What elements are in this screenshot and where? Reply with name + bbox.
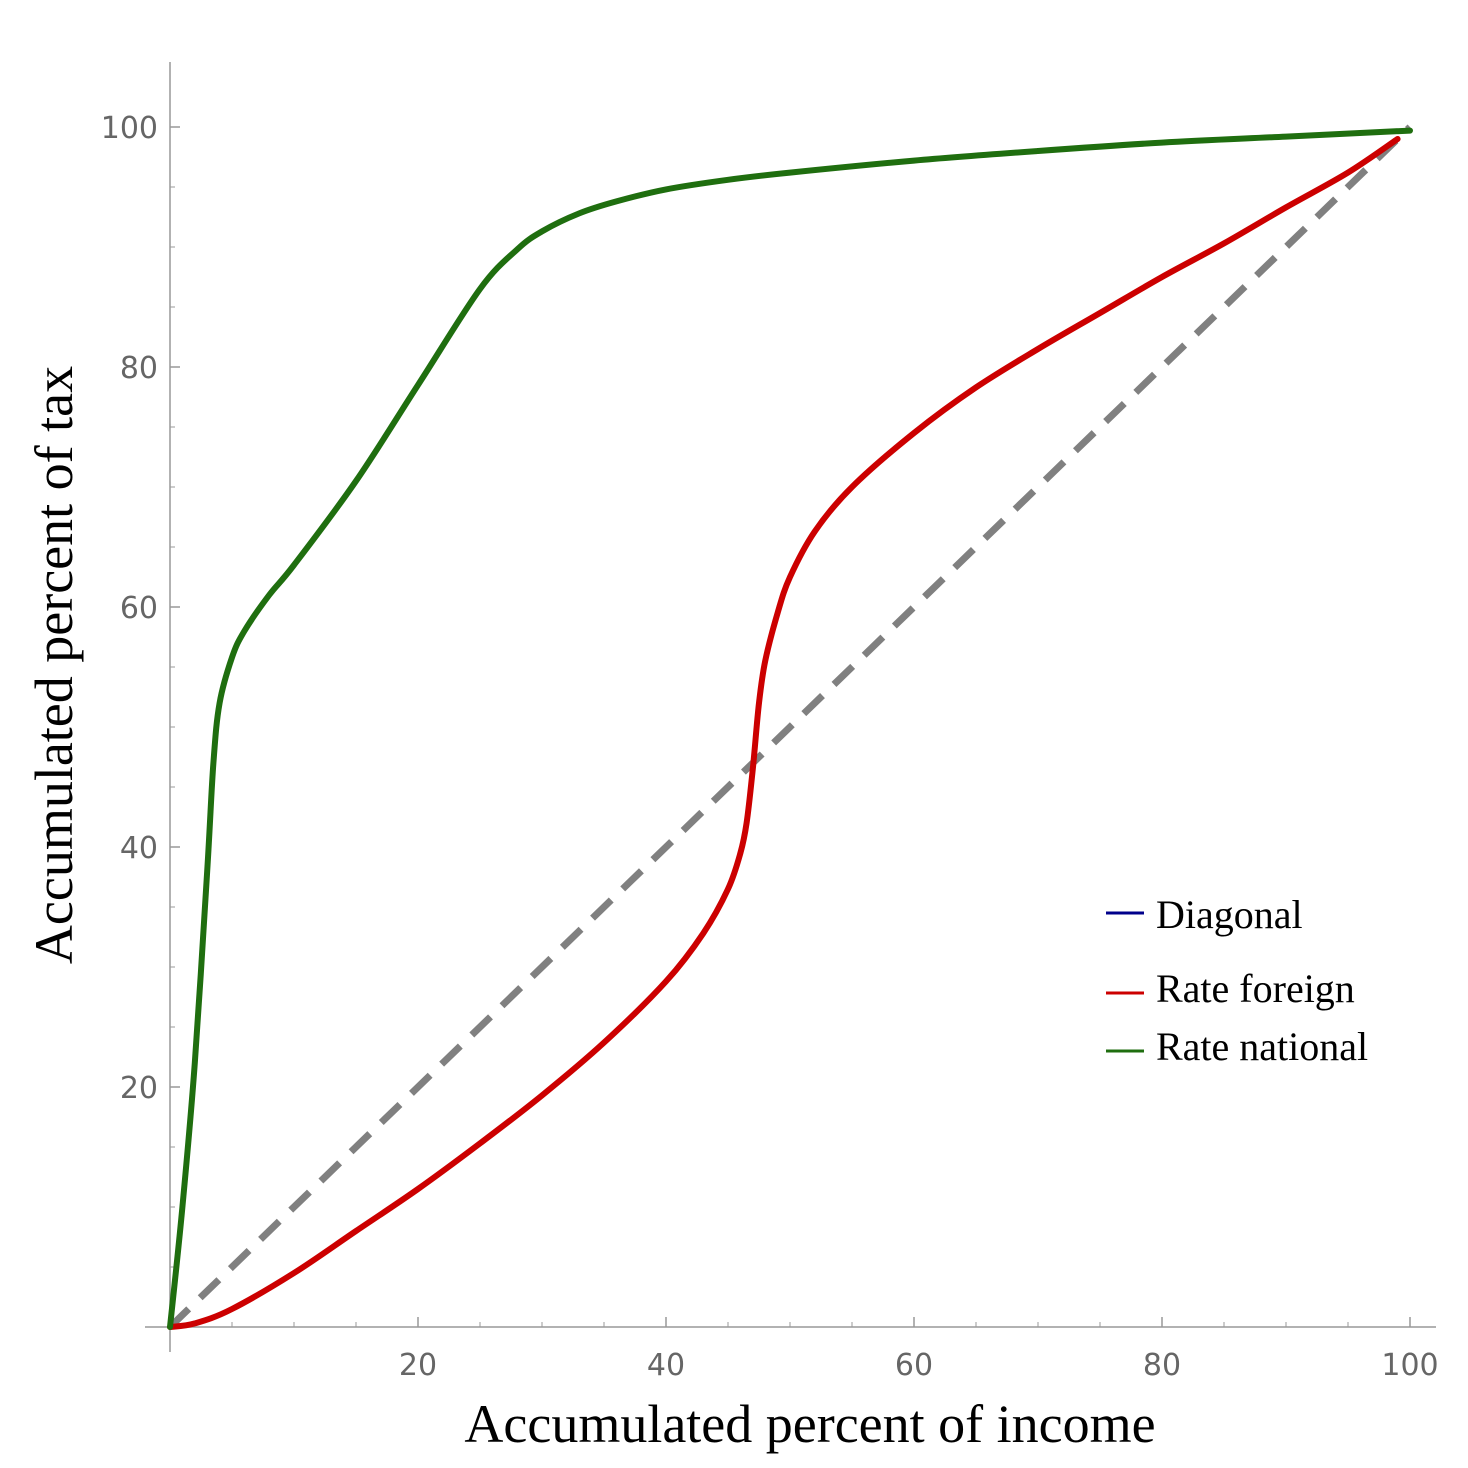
legend-label-rate-national: Rate national xyxy=(1156,1024,1368,1069)
legend-label-diagonal: Diagonal xyxy=(1156,892,1303,937)
y-axis-title: Accumulated percent of tax xyxy=(24,366,84,964)
x-tick-label: 80 xyxy=(1143,1348,1181,1383)
axes xyxy=(145,62,1436,1352)
x-tick-label: 60 xyxy=(895,1348,933,1383)
x-axis-title: Accumulated percent of income xyxy=(464,1394,1155,1454)
y-tick-label: 100 xyxy=(101,111,158,146)
x-tick-label: 40 xyxy=(647,1348,685,1383)
series-line-rate-national xyxy=(167,127,1413,1330)
legend: Diagonal Rate foreign Rate national xyxy=(1106,892,1368,1069)
x-tick-label: 100 xyxy=(1381,1348,1438,1383)
series-lines xyxy=(167,124,1413,1330)
y-tick-label: 60 xyxy=(120,591,158,626)
series-line-rate-foreign xyxy=(167,136,1401,1330)
series-line-diagonal xyxy=(167,124,1413,1330)
tick-labels: 20 40 60 80 100 20 40 60 80 100 xyxy=(101,111,1439,1383)
y-tick-label: 20 xyxy=(120,1071,158,1106)
y-tick-label: 80 xyxy=(120,351,158,386)
legend-label-rate-foreign: Rate foreign xyxy=(1156,966,1355,1011)
y-tick-label: 40 xyxy=(120,831,158,866)
x-tick-label: 20 xyxy=(399,1348,437,1383)
